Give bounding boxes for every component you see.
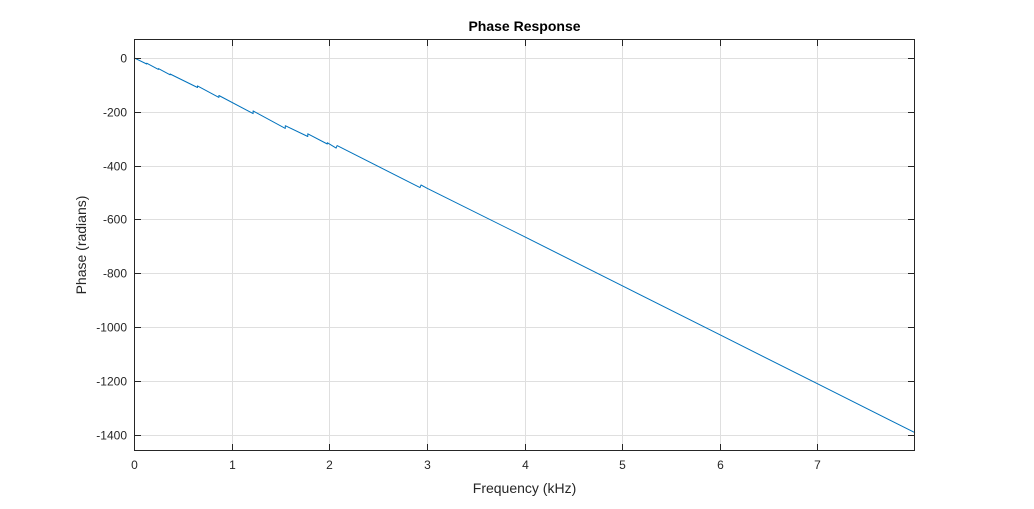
x-tick-labels: 0 1 2 3 4 5 6 7	[131, 458, 821, 472]
x-axis-label: Frequency (kHz)	[473, 480, 576, 496]
y-tick-label: -400	[103, 160, 127, 174]
phase-series-line	[133, 57, 916, 434]
y-tick-label: 0	[120, 52, 127, 66]
y-tick-label: -800	[103, 267, 127, 281]
x-tick-label: 2	[326, 458, 333, 472]
plot-area	[134, 39, 915, 451]
y-tick-label: -200	[103, 106, 127, 120]
tick-marks	[134, 39, 915, 451]
plot-frame	[134, 39, 915, 451]
x-tick-label: 1	[229, 458, 236, 472]
y-tick-label: -1400	[96, 429, 127, 443]
grid-lines	[134, 39, 915, 451]
x-tick-label: 7	[814, 458, 821, 472]
y-axis-label: Phase (radians)	[73, 196, 89, 295]
x-tick-label: 0	[131, 458, 138, 472]
y-tick-label: -1000	[96, 321, 127, 335]
x-tick-label: 6	[717, 458, 724, 472]
x-tick-label: 5	[619, 458, 626, 472]
y-tick-label: -1200	[96, 375, 127, 389]
x-tick-label: 4	[522, 458, 529, 472]
chart-title: Phase Response	[468, 18, 580, 34]
x-tick-label: 3	[424, 458, 431, 472]
y-tick-label: -600	[103, 213, 127, 227]
series-layer	[133, 57, 916, 434]
y-tick-labels: 0 -200 -400 -600 -800 -1000 -1200 -1400	[96, 52, 127, 443]
